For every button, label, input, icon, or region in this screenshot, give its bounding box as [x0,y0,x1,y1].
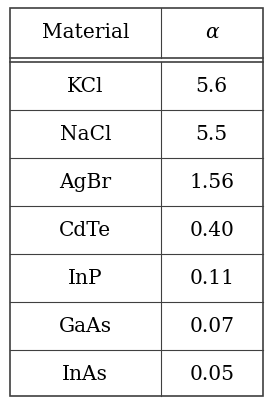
Text: 0.07: 0.07 [189,316,234,336]
Text: InP: InP [68,269,103,288]
Text: GaAs: GaAs [59,316,112,336]
Text: 1.56: 1.56 [189,172,234,192]
Text: 0.40: 0.40 [189,221,234,239]
Text: KCl: KCl [67,77,103,95]
Text: CdTe: CdTe [59,221,111,239]
Text: 0.11: 0.11 [189,269,234,288]
Text: NaCl: NaCl [60,124,111,144]
Text: 0.05: 0.05 [189,365,234,383]
Text: 5.6: 5.6 [196,77,228,95]
Text: Material: Material [41,24,129,43]
Text: α: α [205,24,219,43]
Text: 5.5: 5.5 [196,124,228,144]
Text: AgBr: AgBr [59,172,111,192]
Text: InAs: InAs [62,365,108,383]
